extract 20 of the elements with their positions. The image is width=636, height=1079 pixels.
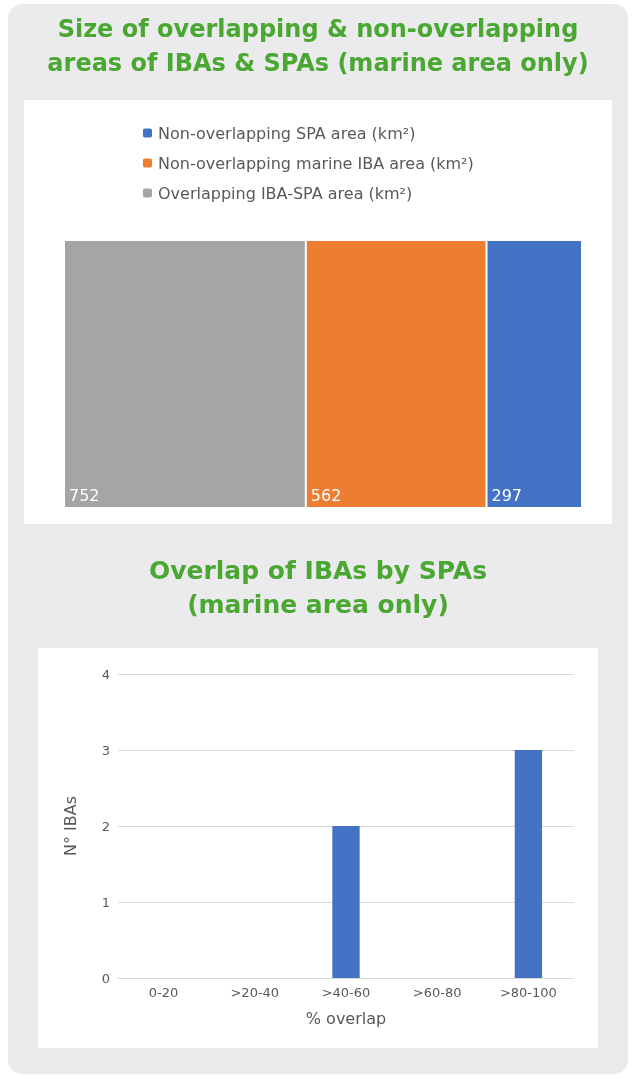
y-tick-label: 1 [101, 894, 110, 910]
data-label: 297 [491, 485, 523, 505]
legend-label: Non-overlapping marine IBA area (km²) [158, 153, 474, 173]
legend-label: Non-overlapping SPA area (km²) [158, 123, 416, 143]
y-tick-label: 2 [101, 818, 110, 834]
x-tick-label: 0-20 [148, 985, 179, 1000]
legend-label: Overlapping IBA-SPA area (km²) [158, 183, 413, 203]
y-axis-title: N° IBAs [60, 795, 80, 857]
y-tick-label: 0 [101, 970, 110, 986]
chart-title: Overlap of IBAs by SPAs (marine area only) [147, 555, 489, 621]
x-tick-label: >80-100 [499, 985, 557, 1000]
data-label: 752 [69, 485, 100, 505]
chart-title: Size of overlapping & non-overlapping areas of IBAs & SPAs (marine area only) [46, 14, 590, 79]
x-tick-label: >20-40 [230, 985, 280, 1000]
y-tick-label: 4 [101, 666, 110, 682]
x-tick-label: >40-60 [321, 985, 371, 1000]
x-tick-label: >60-80 [412, 985, 462, 1000]
x-axis-title: % overlap [305, 1008, 387, 1028]
data-label: 562 [310, 485, 342, 505]
y-tick-label: 3 [101, 742, 110, 758]
